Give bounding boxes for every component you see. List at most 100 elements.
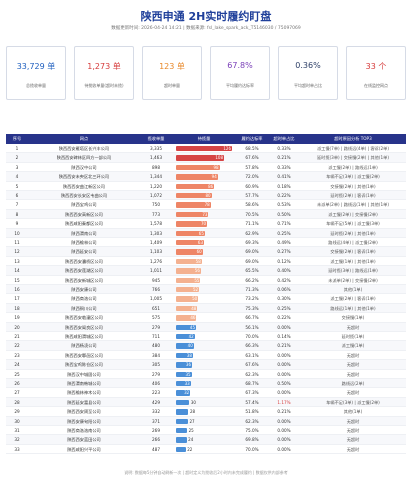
cell-reasons: 交接慢(1单) (341, 315, 365, 321)
cell-reasons: 车辆不足(5单) | 派工慢(3单) (326, 221, 380, 227)
cell-reasons: 未派单(2单) | 路线远(1单) | 其他(1单) (316, 202, 389, 208)
kpi-value: 67.8% (227, 61, 253, 70)
pending-bar (176, 146, 232, 152)
cell-name: 陕西杨凌公司 (71, 343, 97, 349)
pending-label: 48 (191, 305, 197, 311)
cell-timeout: 0.12% (277, 258, 291, 264)
cell-name: 陕西渭南韩城公司 (67, 381, 101, 386)
pending-bar (176, 315, 197, 321)
cell-rank: 13 (14, 258, 20, 264)
kpi-card: 33,729 单总揽收单量 (6, 46, 66, 100)
pending-bar (176, 390, 191, 396)
column-header: 超时单占比 (273, 136, 295, 141)
cell-name: 陕西汉中公司 (71, 164, 97, 170)
table-row: 4 陕西西安未央区北三环公司 1,344 72.0% 0.41% 车辆不足(3单) | 派… (6, 172, 406, 182)
cell-name: 陕西西安临潼区公司 (65, 315, 103, 321)
table-row: 13 陕西西安灞桥区公司 1,276 69.0% 0.12% 派工慢(1单) | 其他(1… (6, 256, 406, 267)
cell-name: 陕西延安公司 (71, 249, 97, 255)
kpi-label: 待揽收单量(超时未揽) (84, 83, 124, 88)
pending-label: 94 (211, 174, 217, 180)
table-row: 6 陕西西安长安区韦曲公司 1,072 57.7% 0.22% 延时揽(2单) | 客诉(… (6, 191, 406, 201)
table-row: 17 陕西商洛公司 1,005 73.2% 0.30% 派工慢(2单) | 客诉(1单) 5… (6, 294, 406, 304)
pending-bar (176, 258, 202, 265)
cell-name: 陕西西安雁塔区长兴丰公司 (58, 146, 110, 151)
cell-rank: 11 (14, 240, 20, 245)
cell-name: 陕西商洛公司 (71, 296, 97, 302)
table-row: 11 陕西榆林公司 1,409 69.3% 0.49% 路线远(4单) | 派工慢(2单)… (6, 238, 406, 248)
cell-name: 陕西西安未央区北三环公司 (58, 174, 110, 180)
cell-volume: 1,276 (150, 258, 162, 264)
table-row: 30 陕西安康旬阳公司 371 62.3% 0.00% 无超时 27 (6, 416, 406, 426)
pending-label: 80 (205, 193, 211, 198)
cell-name: 陕西西安莲湖区公司 (65, 268, 103, 274)
pending-bar (176, 399, 190, 406)
table-row: 24 陕西宝鸡陈仓区公司 305 67.6% 0.00% 无超时 36 (6, 360, 406, 370)
cell-name: 陕西西安曲江新区公司 (63, 183, 105, 189)
cell-volume: 487 (152, 446, 160, 452)
pending-label: 65 (198, 230, 204, 236)
cell-name: 陕西渭南公司 (71, 230, 97, 236)
cell-rank: 15 (14, 277, 20, 283)
pending-bar (176, 174, 218, 180)
cell-name: 陕西西安阎良区公司 (65, 324, 103, 330)
cell-reasons: 派工慢(2单) | 路线远(1单) (328, 164, 378, 170)
pending-label: 52 (193, 287, 199, 292)
pending-label: 45 (189, 324, 195, 330)
column-header: 序号 (12, 136, 22, 141)
pending-bar (176, 381, 191, 387)
pending-label: 58 (195, 258, 201, 264)
pending-bar (176, 409, 189, 415)
cell-name: 陕西西安新城区公司 (65, 277, 103, 283)
cell-volume: 1,578 (150, 221, 162, 227)
table-row: 32 陕西西安蓝田公司 266 69.8% 0.00% 无超时 24 (6, 435, 406, 445)
cell-rate: 66.3% (245, 343, 259, 349)
pending-bar (176, 230, 205, 236)
pending-label: 22 (187, 446, 193, 452)
cell-rank: 22 (14, 343, 20, 349)
pending-bar (176, 211, 209, 218)
page-subtitle: 数据更新时间: 2026-04-24 14:21 | 数据来源: fsl_lak… (111, 26, 301, 31)
cell-reasons: 路线远(2单) (341, 381, 365, 386)
cell-name: 陕西西安灞桥区公司 (65, 258, 103, 264)
pending-label: 60 (196, 249, 202, 255)
table-row: 1 陕西西安雁塔区长兴丰公司 3,335 68.5% 0.33% 派工慢(7单) | 路线… (6, 144, 406, 154)
cell-timeout: 0.50% (277, 381, 291, 386)
cell-rate: 67.6% (245, 155, 259, 161)
cell-rate: 72.0% (245, 174, 259, 180)
cell-rate: 75.0% (245, 428, 259, 433)
kpi-label: 平均履约达标率 (226, 83, 254, 88)
cell-name: 陕西西安蓝田公司 (67, 437, 101, 443)
cell-volume: 1,220 (150, 183, 162, 189)
pending-label: 30 (190, 399, 196, 405)
cell-volume: 750 (152, 202, 160, 208)
pending-bar (176, 268, 201, 274)
cell-reasons: 延时揽(3单) | 路线远(1单) (328, 268, 378, 274)
pending-bar (176, 437, 187, 443)
cell-volume: 269 (152, 428, 160, 433)
pending-label: 28 (189, 409, 196, 415)
column-header: 待揽量 (197, 136, 211, 141)
cell-volume: 279 (152, 324, 160, 330)
cell-rank: 31 (14, 428, 20, 433)
cell-rate: 60.9% (245, 183, 259, 189)
table-row: 14 陕西西安莲湖区公司 1,011 65.5% 0.40% 延时揽(3单) | 路线远(… (6, 266, 406, 276)
cell-reasons: 无超时 (346, 418, 360, 424)
cell-reasons: 派工慢(2单) | 客诉(1单) (330, 296, 376, 302)
pending-bar (176, 334, 195, 340)
cell-rate: 68.5% (245, 146, 259, 151)
pending-label: 36 (185, 362, 191, 368)
pending-bar (176, 221, 208, 227)
cell-timeout: 0.21% (277, 343, 291, 349)
pending-label: 38 (186, 352, 192, 358)
cell-timeout: 0.25% (277, 230, 291, 236)
pending-label: 27 (189, 418, 195, 424)
cell-name: 陕西西安鄠邑区公司 (65, 352, 103, 358)
table-row: 31 陕西商洛洛南公司 269 75.0% 0.00% 无超时 25 (6, 426, 406, 436)
kpi-value: 1,273 单 (87, 62, 121, 71)
cell-timeout: 0.21% (277, 155, 291, 161)
cell-volume: 773 (152, 211, 160, 217)
pending-label: 40 (187, 343, 193, 349)
pending-label: 35 (185, 371, 191, 377)
cell-name: 陕西铜川公司 (71, 305, 97, 311)
cell-timeout: 0.33% (277, 146, 291, 151)
